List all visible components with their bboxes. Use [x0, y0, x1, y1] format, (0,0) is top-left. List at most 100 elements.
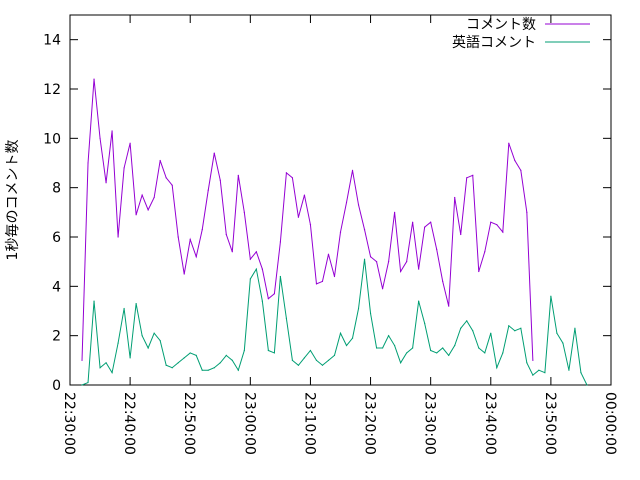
data-point [550, 295, 552, 297]
data-point [562, 342, 564, 344]
data-point [129, 357, 131, 359]
data-point [243, 349, 245, 352]
data-point [105, 182, 107, 184]
data-point [285, 172, 287, 174]
data-point [315, 359, 318, 361]
data-point [526, 362, 528, 364]
data-point [153, 332, 155, 334]
data-point [327, 253, 330, 255]
y-tick-label: 0 [52, 378, 61, 394]
data-point [195, 354, 197, 356]
data-point [454, 196, 456, 199]
data-point [249, 278, 251, 280]
x-tick-label: 00:00:00 [602, 392, 618, 455]
data-point [436, 352, 438, 354]
data-point [490, 221, 492, 223]
data-point [442, 347, 444, 349]
data-point [502, 352, 504, 354]
data-point [333, 354, 336, 356]
data-point [351, 169, 354, 171]
data-point [147, 209, 149, 211]
data-point [538, 369, 540, 371]
data-point [472, 174, 474, 176]
data-point [237, 174, 239, 176]
data-point [87, 162, 89, 164]
data-point [357, 204, 360, 206]
data-point [279, 275, 281, 278]
series-line [81, 79, 534, 361]
data-point [532, 374, 534, 376]
data-point [442, 280, 444, 282]
data-point [400, 270, 402, 273]
data-point [430, 349, 432, 352]
data-point [183, 273, 185, 275]
data-point [333, 275, 336, 278]
data-point [117, 342, 119, 344]
data-point [159, 159, 161, 162]
data-point [394, 211, 396, 213]
x-tick-label: 23:30:00 [422, 392, 438, 455]
data-point [387, 261, 390, 263]
data-point [357, 307, 360, 310]
data-point [375, 261, 378, 263]
data-point [237, 369, 239, 371]
data-point [418, 268, 420, 270]
data-point [321, 280, 324, 282]
y-axis-label: 1秒毎のコメント数 [5, 140, 21, 261]
data-point [105, 362, 107, 364]
data-point [267, 349, 269, 352]
data-point [556, 332, 558, 334]
x-tick-label: 23:00:00 [241, 392, 257, 455]
data-point [418, 300, 420, 302]
data-point [255, 251, 257, 253]
y-tick-label: 2 [52, 329, 61, 345]
data-point [351, 337, 354, 339]
x-tick-label: 23:50:00 [542, 392, 558, 455]
data-point [580, 372, 582, 374]
x-tick-label: 23:20:00 [362, 392, 378, 455]
data-point [123, 167, 125, 169]
data-point [345, 344, 348, 347]
data-point [231, 359, 233, 361]
y-tick-label: 12 [43, 82, 61, 98]
data-point [345, 201, 348, 204]
x-tick-label: 22:50:00 [181, 392, 197, 455]
series-line [81, 259, 588, 386]
data-point [406, 261, 408, 263]
data-point [135, 214, 137, 216]
data-point [478, 347, 480, 349]
data-point [87, 381, 89, 384]
plot-frame [69, 14, 612, 386]
data-point [291, 359, 294, 361]
data-point [448, 354, 450, 356]
data-point [369, 256, 372, 258]
data-point [436, 248, 438, 250]
series-2 [81, 258, 588, 386]
data-point [472, 330, 474, 332]
data-point [424, 226, 426, 228]
data-point [508, 325, 510, 327]
data-point [189, 352, 191, 354]
data-point [213, 367, 215, 369]
data-point [460, 233, 462, 236]
data-point [466, 320, 468, 322]
data-point [171, 367, 173, 369]
data-point [381, 288, 384, 290]
data-point [165, 364, 167, 366]
data-point [526, 211, 528, 213]
data-point [123, 307, 125, 310]
data-point [279, 241, 281, 243]
data-point [207, 189, 209, 191]
data-point [496, 224, 498, 226]
data-point [135, 303, 137, 305]
legend-label: 英語コメント [452, 34, 536, 51]
data-point [261, 300, 263, 302]
data-point [183, 357, 185, 359]
data-point [412, 221, 414, 223]
data-point [273, 293, 275, 295]
data-point [129, 142, 131, 144]
data-point [159, 340, 161, 342]
data-point [189, 238, 191, 241]
data-point [466, 177, 468, 179]
series-layer [81, 78, 588, 386]
